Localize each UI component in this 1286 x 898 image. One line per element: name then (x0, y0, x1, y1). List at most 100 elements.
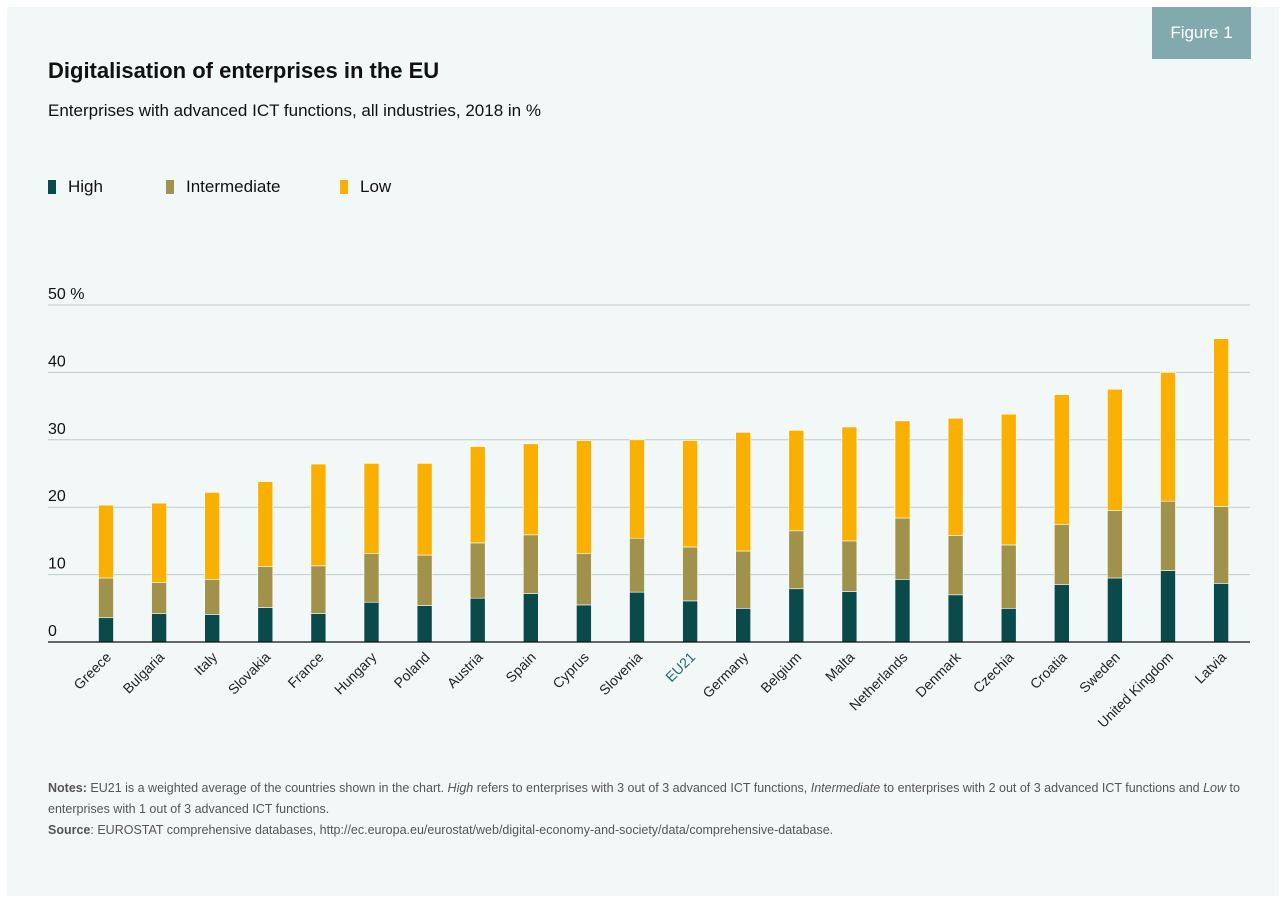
bar-low-segment (363, 463, 380, 555)
notes-high: High (447, 781, 474, 795)
bar-high-segment (98, 617, 114, 643)
bar-low-segment (1160, 372, 1176, 502)
legend-item-high: High (48, 176, 103, 198)
legend-swatch-low (340, 180, 348, 194)
bar-low-segment (1213, 338, 1229, 507)
bar-low-segment (469, 446, 486, 544)
bar-intermediate-segment (1213, 506, 1229, 584)
legend-swatch-high (48, 180, 56, 194)
bar-intermediate-segment (1054, 524, 1070, 586)
y-tick-label: 0 (48, 623, 57, 640)
x-category-label: Hungary (331, 649, 380, 698)
x-category-label: Cyprus (549, 649, 592, 692)
bar-intermediate-segment (576, 553, 592, 606)
bar-high-segment (1160, 570, 1176, 643)
notes-label: Notes: (48, 781, 87, 795)
bar-low-segment (98, 504, 114, 579)
bar-intermediate-segment (947, 535, 964, 596)
x-category-label: France (284, 649, 326, 691)
bar-high-segment (894, 579, 911, 643)
notes-low: Low (1203, 781, 1227, 795)
legend-label-high: High (68, 177, 103, 196)
bar-low-segment (841, 426, 858, 542)
bar-intermediate-segment (98, 577, 114, 619)
bar-high-segment (151, 613, 167, 643)
legend-swatch-intermediate (166, 180, 174, 194)
bar-low-segment (1000, 413, 1017, 546)
x-category-label: Latvia (1191, 649, 1229, 687)
bar-high-segment (576, 604, 592, 643)
bar-intermediate-segment (682, 546, 698, 602)
bar-intermediate-segment (416, 554, 433, 606)
bar-high-segment (469, 597, 486, 643)
bar-low-segment (576, 440, 592, 555)
bar-intermediate-segment (629, 537, 645, 593)
bar-low-segment (788, 430, 805, 532)
x-category-label: Belgium (757, 649, 804, 696)
x-category-label: EU21 (662, 649, 698, 685)
source-text: : EUROSTAT comprehensive databases, http… (90, 823, 834, 837)
bar-intermediate-segment (894, 517, 911, 580)
bar-low-segment (735, 432, 752, 552)
x-category-label: Malta (822, 649, 858, 685)
bar-low-segment (682, 440, 698, 548)
bar-high-segment (947, 594, 964, 643)
y-tick-label: 10 (48, 556, 66, 573)
bar-high-segment (1000, 607, 1017, 643)
y-axis-ticks: 0 10 20 30 40 50 % (48, 286, 84, 640)
bar-low-segment (894, 420, 911, 519)
x-category-label: Germany (699, 649, 751, 701)
bar-high-segment (1107, 577, 1123, 643)
bar-high-segment (1213, 583, 1229, 643)
bar-low-segment (310, 463, 327, 567)
bar-high-segment (363, 601, 380, 643)
notes-paragraph: Notes: EU21 is a weighted average of the… (48, 778, 1248, 820)
source-line: Source: EUROSTAT comprehensive databases… (48, 820, 1248, 841)
bar-intermediate-segment (363, 553, 380, 603)
bar-intermediate-segment (1107, 510, 1123, 579)
chart-title: Digitalisation of enterprises in the EU (48, 58, 440, 83)
bar-intermediate-segment (1000, 544, 1017, 609)
bar-low-segment (522, 443, 539, 536)
notes-intermediate: Intermediate (810, 781, 881, 795)
legend-label-intermediate: Intermediate (186, 177, 281, 196)
notes-text-2: refers to enterprises with 3 out of 3 ad… (473, 781, 811, 795)
bar-high-segment (310, 613, 327, 643)
bar-high-segment (682, 600, 698, 643)
x-axis-labels: Greece Bulgaria Italy Slovakia France Hungary… (70, 648, 1229, 730)
bar-high-segment (788, 588, 805, 643)
legend-label-low: Low (360, 177, 392, 196)
bar-high-segment (204, 614, 220, 643)
figure-badge: Figure 1 (1152, 7, 1251, 59)
gridlines (48, 304, 1250, 576)
chart-subtitle: Enterprises with advanced ICT functions,… (48, 101, 541, 120)
bars (98, 338, 1229, 643)
bar-low-segment (1107, 388, 1123, 511)
bar-intermediate-segment (522, 534, 539, 594)
notes-text-4: to enterprises with 1 out of 3 advanced … (48, 781, 1240, 816)
bar-high-segment (629, 591, 645, 643)
legend-item-low: Low (340, 176, 391, 198)
bar-intermediate-segment (469, 542, 486, 599)
bar-intermediate-segment (204, 579, 220, 615)
bar-low-segment (257, 481, 274, 567)
x-category-label: Poland (391, 649, 433, 691)
bar-high-segment (735, 607, 752, 643)
bar-low-segment (416, 463, 433, 556)
bar-intermediate-segment (257, 566, 274, 608)
x-category-label: Italy (191, 649, 220, 678)
x-category-label: Spain (502, 649, 539, 686)
chart-notes: Notes: EU21 is a weighted average of the… (48, 778, 1248, 841)
bar-high-segment (257, 607, 274, 643)
bar-low-segment (629, 439, 645, 539)
y-tick-label: 50 % (48, 286, 84, 303)
bar-high-segment (522, 593, 539, 643)
bar-low-segment (1054, 394, 1070, 526)
bar-intermediate-segment (310, 565, 327, 614)
bar-intermediate-segment (151, 582, 167, 614)
notes-text-1: EU21 is a weighted average of the countr… (86, 781, 448, 795)
bar-low-segment (204, 492, 220, 580)
bar-intermediate-segment (788, 530, 805, 590)
bar-intermediate-segment (841, 540, 858, 592)
